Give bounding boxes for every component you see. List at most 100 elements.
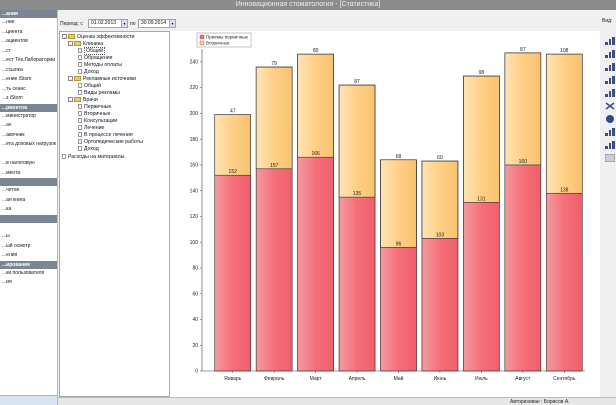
sidebar-section-header: [0, 178, 57, 186]
tree-node-label: Консультации: [84, 118, 118, 124]
data-label-secondary: 80: [313, 48, 319, 54]
bar-primary: [297, 156, 334, 372]
tree-node[interactable]: Доход: [78, 146, 99, 153]
sidebar-item[interactable]: ...ки пользователя: [2, 269, 45, 276]
date-to-value: 30.09.2014: [141, 20, 167, 26]
line-chart-icon[interactable]: [605, 84, 615, 97]
pie-icon[interactable]: [605, 110, 615, 123]
date-to-field[interactable]: 30.09.2014 ▾: [138, 19, 176, 28]
sidebar-item[interactable]: ...ая книга: [2, 196, 26, 203]
sidebar-item[interactable]: ...ние: [2, 19, 15, 25]
sidebar-item[interactable]: ...циента: [2, 28, 23, 35]
data-label-secondary: 60: [437, 155, 443, 161]
sidebar-item[interactable]: ...ст: [2, 47, 11, 54]
chart-type-bar: Вид:: [601, 18, 616, 398]
tree-node-label: Врачи: [83, 97, 98, 103]
data-label-secondary: 47: [230, 109, 236, 115]
list-icon[interactable]: [605, 71, 615, 84]
collapse-icon[interactable]: -: [68, 97, 73, 103]
tree-node[interactable]: - Оценка эффективности: [62, 34, 134, 41]
tree-node[interactable]: - Рекламные источники: [68, 76, 136, 83]
tree-node-label: В процессе лечения: [84, 132, 133, 138]
data-label-primary: 166: [311, 151, 320, 157]
sidebar-item[interactable]: ...четов: [2, 187, 20, 193]
report-icon: [78, 90, 82, 96]
sidebar-item[interactable]: ...ы: [2, 233, 10, 239]
tree-node[interactable]: Доход: [78, 69, 99, 76]
tree-node[interactable]: Общий: [78, 83, 101, 90]
tree-node[interactable]: В процессе лечения: [78, 132, 133, 139]
table-icon[interactable]: [604, 149, 616, 163]
y-tick-label: 180: [190, 137, 199, 143]
sidebar-item[interactable]: ...ссылка: [2, 66, 23, 73]
sidebar-item[interactable]: ...ка: [2, 206, 12, 212]
bar-secondary: [421, 160, 459, 239]
tree-node-label: Лечение: [84, 125, 105, 131]
tree-node[interactable]: Вторичные: [78, 111, 110, 118]
collapse-icon[interactable]: -: [68, 41, 73, 47]
tree-node[interactable]: Обращения: [78, 55, 112, 62]
tree-node[interactable]: Методы оплаты: [78, 62, 122, 69]
bar-chart-icon[interactable]: [605, 32, 615, 45]
sidebar-item[interactable]: ...ест Тех.Лаборатории: [2, 57, 56, 63]
date-from-field[interactable]: 01.02.2013 ▾: [88, 19, 128, 28]
date-from-dropdown-icon[interactable]: ▾: [121, 20, 127, 27]
sidebar-item[interactable]: ...ый осмотр: [2, 242, 31, 249]
tree-node[interactable]: Ортопедические работы: [78, 139, 143, 146]
report-icon: [78, 69, 82, 75]
folder-icon: [74, 97, 81, 103]
sidebar-item[interactable]: ...министратор: [2, 112, 36, 119]
report-icon: [78, 111, 82, 117]
settings-icon[interactable]: [605, 136, 615, 149]
tree-node-label: Обращения: [84, 55, 113, 61]
bar-primary: [504, 164, 542, 372]
y-tick-label: 40: [192, 317, 198, 323]
collapse-icon[interactable]: -: [68, 76, 73, 82]
data-label-primary: 160: [519, 159, 528, 165]
sidebar-item[interactable]: ...з iStom: [2, 95, 23, 101]
bar-secondary: [214, 114, 252, 176]
sidebar-bottom-bar: [0, 395, 57, 405]
tree-node[interactable]: - Врачи: [68, 97, 98, 104]
stacked-bar-icon[interactable]: [605, 45, 615, 58]
tree-node[interactable]: - Клиника: [68, 41, 103, 48]
tree-node[interactable]: Общий: [78, 47, 106, 55]
data-label-secondary: 87: [354, 79, 360, 85]
collapse-icon[interactable]: -: [62, 34, 67, 40]
tree-node[interactable]: Виды рекламы: [78, 90, 120, 97]
period-label: Период: с: [60, 21, 83, 27]
report-icon: [78, 146, 82, 152]
tree-node-label: Общий: [84, 83, 102, 89]
sidebar-item[interactable]: ...в налоговую: [2, 160, 35, 166]
tree-node[interactable]: Лечение: [78, 125, 104, 132]
sidebar-item[interactable]: ...ия: [2, 279, 12, 285]
sidebar-item[interactable]: ...ета доховых нагрузок: [2, 141, 56, 147]
y-tick-label: 100: [190, 240, 199, 246]
sidebar-item[interactable]: ...ения: [2, 252, 18, 258]
folder-icon: [68, 34, 75, 40]
tree-node-label: Вторичные: [84, 111, 111, 117]
area-icon[interactable]: [605, 123, 615, 136]
report-icon: [78, 132, 82, 138]
report-icon: [78, 118, 82, 124]
bar-primary: [338, 196, 376, 372]
sidebar-item[interactable]: ...ач: [2, 122, 12, 128]
tree-node-label: Рекламные источники: [83, 76, 137, 82]
sidebar-item[interactable]: ...авочник: [2, 131, 25, 138]
status-user: Авторизован : Борисов А.: [510, 399, 570, 405]
tree-node-label: Расходы на материалы: [68, 154, 125, 160]
tree-node[interactable]: Консультации: [78, 118, 117, 125]
sidebar-item[interactable]: ...ение iStom: [2, 76, 32, 82]
sidebar-item[interactable]: ...ть сеанс: [2, 85, 26, 92]
tree-node[interactable]: Расходы на материалы: [62, 154, 124, 161]
bar-secondary: [338, 84, 376, 198]
x-mark-icon[interactable]: [605, 97, 615, 110]
tree-node-label: Оценка эффективности: [77, 34, 135, 40]
x-tick-label: Январь: [224, 376, 242, 382]
data-label-primary: 135: [353, 191, 362, 197]
sidebar-item[interactable]: ...ациентов: [2, 38, 28, 44]
date-to-dropdown-icon[interactable]: ▾: [169, 20, 175, 27]
tree-node[interactable]: Первичные: [78, 104, 111, 111]
sidebar-item[interactable]: ...мента: [2, 169, 21, 176]
horizontal-bar-icon[interactable]: [605, 58, 615, 71]
